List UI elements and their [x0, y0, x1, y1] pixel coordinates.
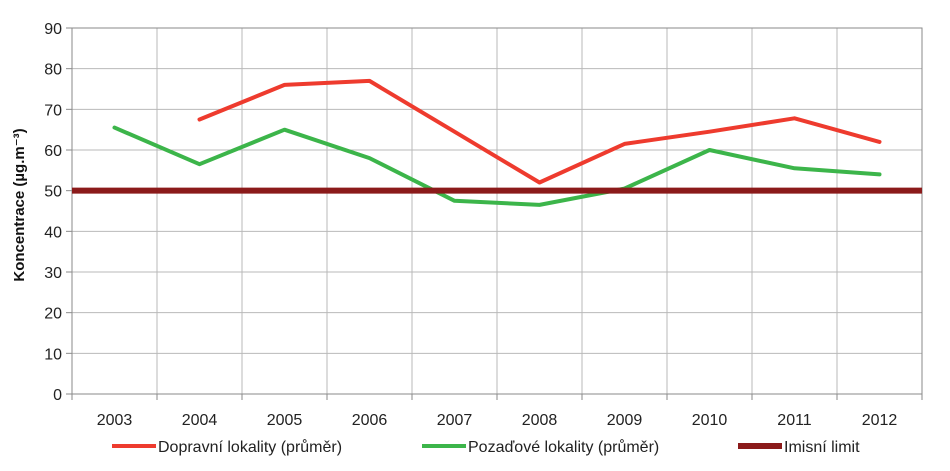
x-tick-label: 2003 — [97, 412, 133, 429]
y-tick-label: 10 — [44, 346, 62, 363]
y-axis-title: Koncentrace (µg.m⁻³) — [11, 128, 28, 281]
y-tick-label: 80 — [44, 62, 62, 79]
y-tick-label: 70 — [44, 102, 62, 119]
legend: Dopravní lokality (průměr) Pozaďové lokal… — [112, 438, 860, 456]
series-group — [72, 78, 922, 207]
x-tick-label: 2005 — [267, 412, 303, 429]
x-tick-label: 2006 — [352, 412, 388, 429]
series-line-pozadove — [112, 125, 882, 207]
legend-label: Imisní limit — [784, 439, 860, 456]
x-tick-label: 2004 — [182, 412, 218, 429]
y-tick-label: 0 — [53, 387, 62, 404]
y-tick-label: 20 — [44, 306, 62, 323]
x-tick-label: 2012 — [862, 412, 898, 429]
grid — [72, 27, 922, 394]
x-tick-label: 2011 — [777, 412, 812, 429]
x-tick-label: 2009 — [607, 412, 643, 429]
tick-labels: 0 10 20 30 40 50 60 70 80 90 2003 2004 2005 2006 2007 2… — [44, 21, 897, 429]
y-tick-label: 30 — [44, 265, 62, 282]
y-tick-label: 60 — [44, 143, 62, 160]
y-tick-label: 50 — [44, 184, 62, 201]
series-line-dopravni — [197, 78, 882, 185]
legend-label: Pozaďové lokality (průměr) — [468, 438, 659, 456]
axes — [66, 27, 923, 400]
legend-label: Dopravní lokality (průměr) — [158, 438, 342, 456]
y-tick-label: 90 — [44, 21, 62, 38]
plot-area — [71, 27, 923, 395]
x-tick-label: 2008 — [522, 412, 558, 429]
x-tick-label: 2010 — [692, 412, 728, 429]
y-tick-label: 40 — [44, 224, 62, 241]
x-tick-label: 2007 — [437, 412, 473, 429]
